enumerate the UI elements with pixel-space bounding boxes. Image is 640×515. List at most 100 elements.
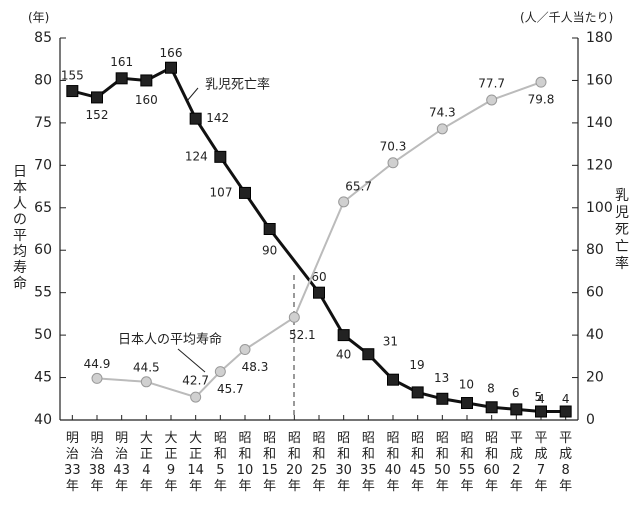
arrow [177, 348, 206, 373]
series-annotation: 日本人の平均寿命 [118, 332, 222, 348]
marker [214, 150, 227, 163]
marker [362, 348, 375, 361]
marker [559, 405, 572, 418]
data-label: 44.5 [133, 360, 160, 374]
x-tick-label: 大正 14 年 [187, 431, 204, 494]
data-label: 10 [459, 377, 474, 391]
x-tick-label: 昭和 20 年 [286, 431, 303, 494]
marker [461, 397, 473, 410]
marker [140, 74, 153, 87]
x-tick-label: 明治 43 年 [113, 431, 130, 494]
data-label: 74.3 [429, 105, 456, 119]
x-tick-label: 大正 9 年 [164, 431, 177, 494]
x-tick-label: 昭和 50 年 [434, 431, 451, 494]
y-tick-label: 50 [34, 327, 52, 343]
arrow [186, 87, 199, 102]
x-tick-label: 昭和 55 年 [459, 431, 476, 494]
x-tick-label: 昭和 5 年 [214, 431, 227, 494]
y2-unit: (人／千人当たり) [520, 11, 613, 25]
data-label: 31 [383, 335, 398, 349]
marker [411, 386, 424, 399]
x-tick-label: 明治 38 年 [89, 431, 106, 494]
data-label: 142 [206, 111, 229, 125]
x-tick-label: 昭和 45 年 [409, 431, 426, 494]
data-label: 65.7 [345, 179, 372, 193]
y2-tick-label: 140 [586, 115, 613, 131]
data-label: 8 [487, 382, 495, 396]
marker [535, 76, 547, 88]
data-label: 44.9 [84, 357, 111, 371]
x-tick-label: 昭和 30 年 [335, 431, 352, 494]
x-tick-label: 昭和 40 年 [385, 431, 402, 494]
data-label: 6 [512, 386, 520, 400]
y-tick-label: 80 [34, 72, 52, 88]
data-label: 90 [262, 244, 277, 258]
x-tick-label: 昭和 60 年 [483, 431, 500, 494]
y-tick-label: 65 [34, 200, 52, 216]
marker [66, 85, 79, 98]
marker [436, 392, 449, 405]
data-label: 161 [110, 55, 133, 69]
marker [239, 344, 251, 356]
series-annotation: 乳児死亡率 [205, 77, 270, 93]
marker [535, 405, 547, 418]
y2-tick-label: 180 [586, 30, 613, 46]
data-label: 160 [135, 93, 158, 107]
data-label: 45.7 [217, 382, 244, 396]
y-tick-label: 85 [34, 30, 52, 46]
data-label: 60 [311, 270, 326, 284]
x-tick-label: 平成 7 年 [534, 431, 547, 494]
data-label: 155 [61, 69, 84, 83]
marker [510, 403, 523, 416]
marker [313, 286, 325, 299]
y-tick-label: 60 [34, 242, 52, 258]
marker [239, 186, 251, 199]
series-line [96, 81, 542, 399]
data-label: 40 [336, 348, 351, 362]
data-label: 13 [434, 371, 449, 385]
y2-tick-label: 120 [586, 157, 613, 173]
y-tick-label: 45 [34, 370, 52, 386]
marker [91, 372, 103, 384]
marker [189, 112, 202, 125]
data-label: 4 [562, 392, 570, 406]
marker [190, 391, 202, 403]
y-tick-label: 55 [34, 285, 52, 301]
y2-tick-label: 60 [586, 285, 604, 301]
data-label: 77.7 [478, 76, 505, 90]
data-label: 48.3 [242, 360, 269, 374]
marker [338, 196, 350, 208]
data-label: 52.1 [289, 328, 316, 342]
y2-tick-label: 20 [586, 370, 604, 386]
data-label: 79.8 [528, 93, 555, 107]
marker [485, 401, 498, 414]
data-label: 4 [537, 392, 545, 406]
x-tick-label: 平成 8 年 [559, 431, 572, 494]
data-label: 19 [409, 358, 424, 372]
data-label: 107 [210, 185, 233, 199]
marker [263, 223, 276, 235]
data-label: 70.3 [380, 139, 407, 153]
marker [436, 123, 448, 135]
marker [288, 311, 300, 323]
data-label: 166 [160, 46, 183, 60]
x-tick-label: 大正 4 年 [140, 431, 153, 494]
y2-tick-label: 40 [586, 327, 604, 343]
x-tick-label: 昭和 25 年 [311, 431, 328, 494]
marker [115, 72, 128, 85]
x-tick-label: 昭和 15 年 [261, 431, 278, 494]
marker [337, 329, 350, 342]
x-tick-label: 昭和 35 年 [360, 431, 377, 494]
x-tick-label: 平成 2 年 [510, 431, 523, 494]
marker [387, 157, 399, 169]
data-label: 124 [185, 149, 208, 163]
y-tick-label: 75 [34, 115, 52, 131]
y2-axis-title: 乳児死亡率 [615, 188, 629, 272]
y-tick-label: 70 [34, 157, 52, 173]
y2-tick-label: 100 [586, 200, 613, 216]
marker [387, 373, 399, 386]
y-axis-title: 日本人の平均寿命 [13, 164, 27, 292]
data-label: 5 [535, 390, 543, 404]
marker [91, 91, 103, 104]
